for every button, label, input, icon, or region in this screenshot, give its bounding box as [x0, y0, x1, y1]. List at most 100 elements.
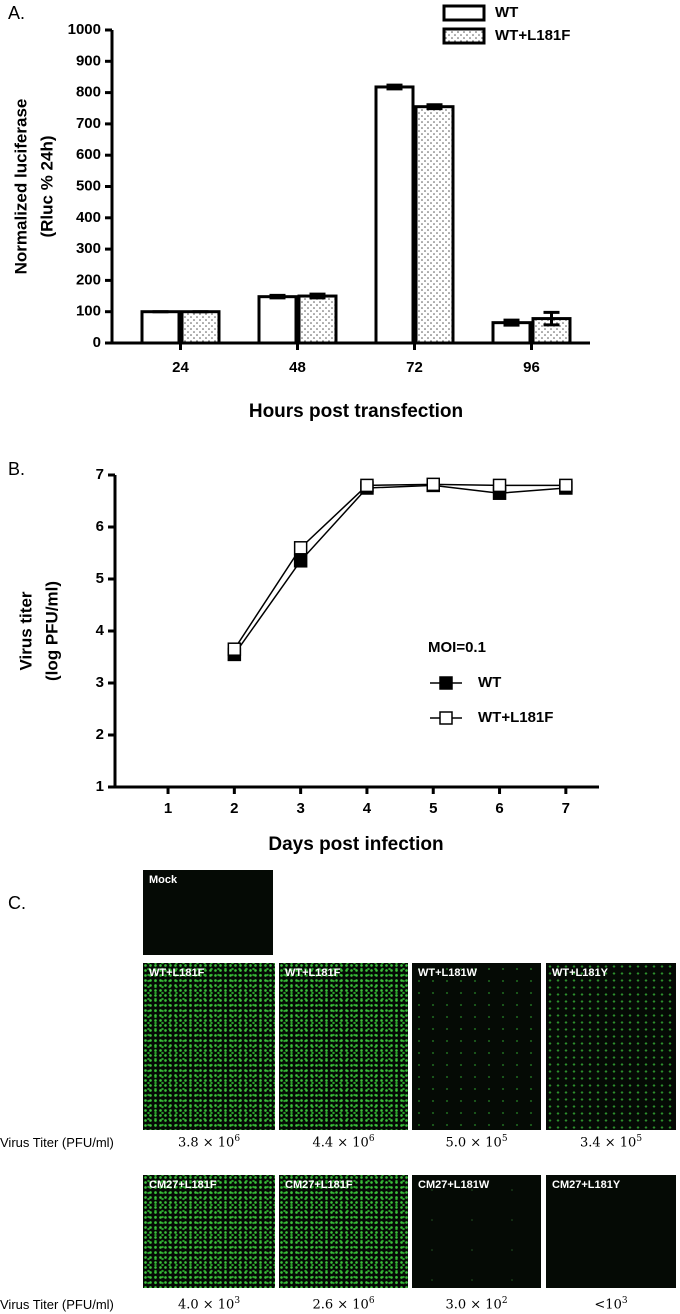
x-tick-label: 5 [429, 800, 437, 817]
y-tick-label: 2 [96, 726, 104, 743]
titer: 4.4 × 106 [279, 1134, 408, 1150]
titer-base: 3.8 × 10 [177, 1135, 235, 1151]
y-tick-label: 1 [96, 778, 104, 795]
line [233, 483, 566, 650]
x-tick-label: 3 [296, 800, 304, 817]
x-tick-label: 72 [406, 359, 423, 376]
marker [492, 478, 507, 493]
error-bar [503, 318, 520, 327]
marker [227, 642, 242, 656]
y-tick-label: 800 [76, 84, 101, 101]
y-tick-label: 600 [76, 146, 101, 163]
marker [293, 541, 308, 555]
titer: <103 [546, 1296, 676, 1312]
bar [297, 294, 338, 345]
error-bar [386, 83, 403, 91]
titer-exponent: 3 [621, 1296, 628, 1306]
titer-exponent: 6 [368, 1134, 375, 1144]
legend-title: MOI=0.1 [428, 639, 486, 656]
legend-swatch [442, 4, 486, 22]
bar [374, 85, 415, 345]
image: WT+L181Y [546, 963, 676, 1130]
row-label: Virus Titer (PFU/ml) [0, 1297, 114, 1312]
image: WT+L181F [143, 963, 275, 1130]
row-label: Virus Titer (PFU/ml) [0, 1135, 114, 1150]
y-axis-label: Normalized luciferase [11, 99, 30, 275]
titer: 3.4 × 105 [546, 1134, 676, 1150]
charts: A. 0 100 200 300 400 500 600 700 800 900 1000 Normal… [8, 3, 599, 855]
image-label: CM27+L181W [418, 1179, 490, 1191]
y-tick-label: 3 [96, 674, 104, 691]
bar [414, 105, 455, 345]
y-tick-label: 0 [93, 334, 101, 351]
error-bar [269, 293, 286, 300]
marker [360, 478, 374, 493]
y-tick-label: 200 [76, 271, 101, 288]
y-tick-label: 100 [76, 303, 101, 320]
line [233, 484, 566, 655]
y-axis-label: Virus titer [16, 591, 35, 670]
x-tick-label: 48 [289, 359, 306, 376]
y-tick-label: 400 [76, 209, 101, 226]
x-axis-label: Hours post transfection [249, 401, 463, 422]
titer-exponent: 5 [501, 1134, 508, 1144]
legend-swatch [442, 27, 486, 45]
image-label: CM27+L181F [285, 1179, 353, 1191]
image-label: WT+L181Y [552, 967, 608, 979]
titer-base: <10 [594, 1297, 622, 1313]
legend-label: WT+L181F [495, 27, 570, 44]
panel-label: B. [8, 459, 25, 479]
x-tick-label: 4 [363, 800, 372, 817]
bar [140, 310, 181, 345]
x-tick-label: 24 [172, 359, 189, 376]
legend-label: WT [495, 4, 518, 21]
titer-base: 4.4 × 10 [312, 1135, 369, 1151]
x-tick-label: 1 [164, 800, 172, 817]
marker [426, 477, 440, 492]
image-label: WT+L181F [285, 967, 341, 979]
y-tick-label: 500 [76, 177, 101, 194]
image-label: CM27+L181Y [552, 1179, 621, 1191]
y-tick-label: 700 [76, 115, 101, 132]
bar [257, 295, 298, 345]
x-tick-label: 6 [495, 800, 503, 817]
legend-label: WT+L181F [478, 709, 553, 726]
titer-exponent: 5 [636, 1134, 643, 1144]
titer-base: 4.0 × 10 [177, 1297, 235, 1313]
y-tick-label: 5 [96, 570, 104, 587]
x-tick-label: 96 [523, 359, 540, 376]
y-tick-label: 7 [96, 466, 104, 483]
error-bar [543, 310, 560, 327]
y-axis-label: (Rluc % 24h) [37, 135, 56, 237]
bar [180, 310, 221, 345]
image: CM27+L181Y [546, 1175, 676, 1288]
titer-base: 3.0 × 10 [445, 1297, 502, 1313]
panel-label: A. [8, 3, 25, 23]
image: WT+L181F [279, 963, 408, 1130]
x-tick-label: 7 [562, 800, 570, 817]
y-tick-label: 6 [96, 518, 104, 535]
image: CM27+L181F [279, 1175, 408, 1288]
titer: 4.0 × 103 [143, 1296, 275, 1312]
panel-label: C. [8, 893, 26, 913]
marker [293, 554, 308, 568]
x-tick-label: 2 [230, 800, 238, 817]
image: WT+L181W [412, 963, 541, 1130]
titer: 2.6 × 106 [279, 1296, 408, 1312]
y-tick-label: 1000 [68, 21, 101, 38]
titer-base: 5.0 × 10 [445, 1135, 502, 1151]
image-label: CM27+L181F [149, 1179, 217, 1191]
titer: 3.0 × 102 [412, 1296, 541, 1312]
titer-base: 3.4 × 10 [579, 1135, 637, 1151]
image-label: Mock [149, 874, 178, 886]
marker [559, 478, 573, 493]
image: CM27+L181F [143, 1175, 275, 1288]
image: CM27+L181W [412, 1175, 541, 1288]
legend-marker [439, 676, 453, 690]
error-bar [426, 103, 443, 111]
error-bar [309, 292, 326, 300]
titer-exponent: 6 [234, 1134, 241, 1144]
y-tick-label: 4 [96, 622, 105, 639]
image-label: WT+L181W [418, 967, 477, 979]
